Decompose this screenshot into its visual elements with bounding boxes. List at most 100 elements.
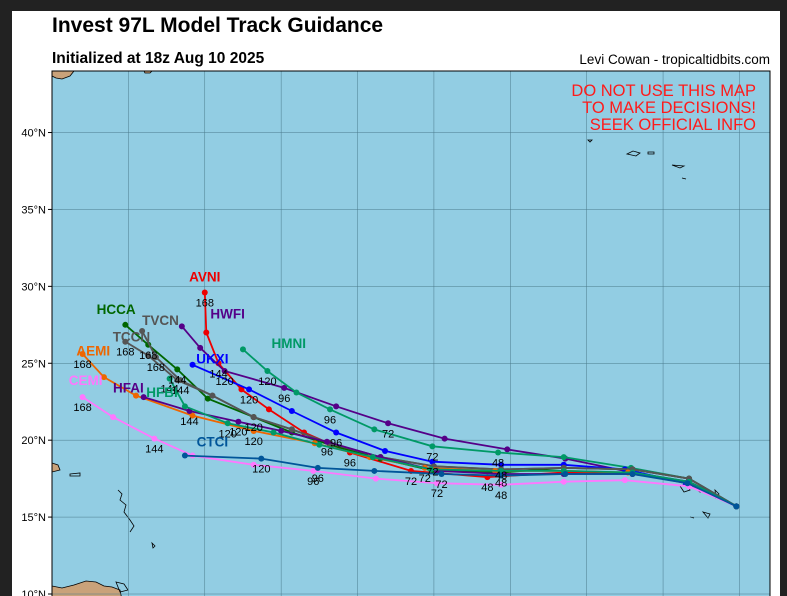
forecast-hour-label: 96 [312, 473, 324, 485]
track-point [327, 406, 334, 413]
forecast-hour-label: 96 [330, 437, 342, 449]
track-point [629, 471, 636, 478]
map-border [51, 70, 771, 596]
forecast-hour-labels: 4872961441687296120487296120487296120481… [73, 298, 507, 502]
track-point [152, 354, 159, 361]
track-point [314, 464, 321, 471]
forecast-hour-label: 120 [215, 376, 233, 388]
forecast-hour-label: 120 [252, 464, 270, 476]
warning-box: DO NOT USE THIS MAP TO MAKE DECISIONS! S… [571, 83, 756, 134]
track-point [250, 414, 257, 421]
model-name-labels: AVNI HCCA TVCN TCCN HWFI HMNI UKXI AEMI HFBI CEMI… [69, 270, 306, 450]
track-point [621, 477, 628, 484]
track-point [333, 429, 340, 436]
island-puerto-rico [69, 472, 81, 477]
track-point [181, 452, 188, 459]
track-point [178, 323, 185, 330]
lat-tick-label: 10°N [21, 589, 46, 596]
forecast-hour-label: 120 [244, 436, 262, 448]
land-hispaniola [52, 462, 61, 473]
track-point [79, 394, 86, 401]
track-point [278, 427, 285, 434]
track-point [145, 352, 152, 359]
track-point [427, 466, 434, 473]
track-point [166, 375, 173, 382]
track-point [498, 481, 505, 488]
forecast-hour-label: 144 [145, 444, 163, 456]
track-point [122, 338, 129, 345]
warning-line-1: DO NOT USE THIS MAP [571, 82, 756, 100]
forecast-hour-label: 72 [426, 467, 438, 479]
track-point [221, 367, 228, 374]
lat-tick-label: 35°N [21, 204, 46, 216]
model-label-hfai: HFAI [113, 380, 144, 395]
forecast-hour-label: 120 [240, 394, 258, 406]
forecast-hour-label: 144 [209, 368, 227, 380]
track-point [235, 418, 242, 425]
forecast-hour-label: 144 [160, 384, 178, 396]
forecast-hour-label: 144 [180, 416, 198, 428]
track-point [438, 471, 445, 478]
model-label-avni: AVNI [189, 270, 220, 285]
track-point [110, 414, 117, 421]
forecast-hour-label: 72 [405, 476, 417, 488]
track-point [174, 377, 181, 384]
forecast-hour-label: 72 [435, 479, 447, 491]
track-point [429, 443, 436, 450]
forecast-hour-label: 120 [244, 422, 262, 434]
forecast-hour-label: 72 [431, 488, 443, 500]
track-point [316, 441, 323, 448]
track-point [562, 471, 569, 478]
track-point [498, 467, 505, 474]
track-point [151, 435, 158, 442]
track-point [560, 454, 567, 461]
track-line [184, 454, 737, 508]
model-label-tvcn: TVCN [142, 313, 179, 328]
track-point [79, 351, 86, 358]
track-point [181, 403, 188, 410]
forecast-hour-label: 96 [344, 457, 356, 469]
forecast-hour-label: 48 [495, 470, 507, 482]
track-point [684, 480, 691, 487]
island-outlines [69, 139, 720, 593]
track-point [174, 366, 181, 373]
warning-line-3: SEEK OFFICIAL INFO [589, 116, 756, 134]
track-point [139, 327, 146, 334]
forecast-hour-label: 48 [495, 477, 507, 489]
lat-tick-label: 20°N [21, 435, 46, 447]
forecast-hour-label: 144 [168, 374, 186, 386]
land-south-america [52, 580, 122, 596]
island-lesser-antilles [117, 489, 135, 533]
model-label-hcca: HCCA [97, 302, 136, 317]
track-point [197, 344, 204, 351]
model-label-hmni: HMNI [272, 336, 307, 351]
forecast-hour-label: 48 [492, 457, 504, 469]
model-label-ctci: CTCI [197, 434, 229, 449]
track-point [433, 480, 440, 487]
lat-tick-label: 15°N [21, 512, 46, 524]
land-masses [52, 71, 153, 596]
track-point [250, 461, 257, 468]
track-point [504, 446, 511, 453]
island-azores-4 [587, 139, 593, 143]
track-point [498, 472, 505, 479]
track-point [270, 429, 277, 436]
forecast-hour-label: 96 [278, 393, 290, 405]
map-credit: Levi Cowan - tropicaltidbits.com [579, 52, 770, 67]
ocean-background [52, 71, 770, 596]
forecast-hour-label: 168 [73, 402, 91, 414]
track-point [239, 346, 246, 353]
model-label-cemi: CEMI [69, 373, 103, 388]
track-point [733, 503, 740, 510]
track-point [140, 394, 147, 401]
forecast-hour-label: 120 [219, 428, 237, 440]
land-nova-scotia [52, 71, 75, 80]
map-subtitle: Initialized at 18z Aug 10 2025 [52, 50, 265, 67]
track-point [100, 374, 107, 381]
model-label-tccn: TCCN [113, 330, 151, 345]
track-point [189, 361, 196, 368]
forecast-hour-label: 168 [147, 362, 165, 374]
track-cemi [79, 394, 740, 510]
forecast-hour-label: 168 [73, 359, 91, 371]
forecast-hour-label: 48 [495, 490, 507, 502]
